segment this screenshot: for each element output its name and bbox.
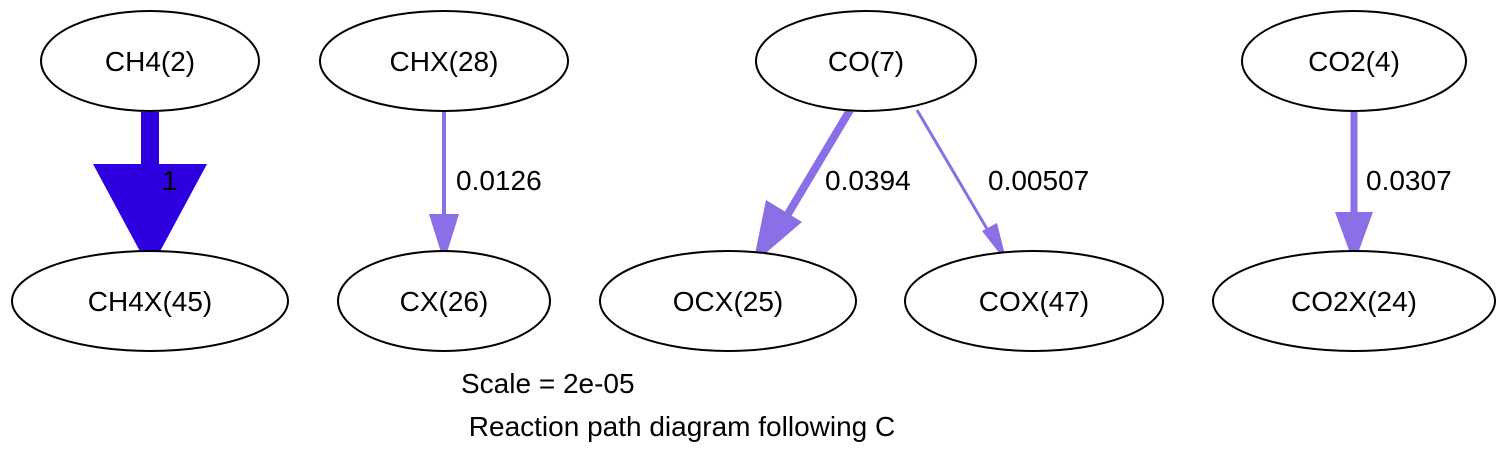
- edge-arrowhead: [429, 214, 459, 262]
- edge-ch4-to-ch4x: 1: [93, 112, 207, 270]
- edge-label-co2-co2x: 0.0307: [1366, 165, 1452, 196]
- diagram-title: Reaction path diagram following C: [461, 411, 895, 442]
- edge-label-ch4-ch4x: 1: [162, 165, 178, 196]
- edge-co-to-ocx: 0.0394: [753, 107, 911, 264]
- node-ellipse: [1212, 250, 1496, 352]
- node-ch4: CH4(2): [40, 10, 260, 112]
- node-label-co2: CO2(4): [1308, 46, 1400, 77]
- edge-chx-to-cx: 0.0126: [429, 112, 542, 262]
- node-ellipse: [319, 10, 569, 112]
- edge-co-to-cox: 0.00507: [915, 109, 1089, 263]
- node-label-cox: COX(47): [979, 286, 1089, 317]
- node-label-cx: CX(26): [400, 286, 489, 317]
- node-ellipse: [599, 250, 857, 352]
- node-ellipse: [337, 250, 551, 352]
- edge-line: [915, 109, 992, 235]
- edge-label-chx-cx: 0.0126: [456, 165, 542, 196]
- edge-arrowhead: [93, 164, 207, 270]
- node-label-ch4: CH4(2): [105, 46, 195, 77]
- node-ch4x: CH4X(45): [11, 250, 289, 352]
- node-co2: CO2(4): [1241, 10, 1467, 112]
- scale-caption: Scale = 2e-05: [461, 368, 635, 399]
- node-label-co2x: CO2X(24): [1291, 286, 1417, 317]
- edge-label-co-cox: 0.00507: [988, 165, 1089, 196]
- node-chx: CHX(28): [319, 10, 569, 112]
- node-ellipse: [11, 250, 289, 352]
- node-label-chx: CHX(28): [390, 46, 499, 77]
- node-ocx: OCX(25): [599, 250, 857, 352]
- edge-arrowhead: [753, 200, 802, 264]
- node-cx: CX(26): [337, 250, 551, 352]
- node-cox: COX(47): [904, 250, 1164, 352]
- node-label-co: CO(7): [828, 46, 904, 77]
- edge-line: [778, 107, 854, 227]
- edge-arrowhead: [1335, 212, 1373, 264]
- node-ellipse: [1241, 10, 1467, 112]
- edge-co2-to-co2x: 0.0307: [1335, 112, 1452, 264]
- node-ellipse: [755, 10, 977, 112]
- node-co: CO(7): [755, 10, 977, 112]
- node-label-ch4x: CH4X(45): [88, 286, 212, 317]
- node-ellipse: [40, 10, 260, 112]
- node-label-ocx: OCX(25): [673, 286, 783, 317]
- node-co2x: CO2X(24): [1212, 250, 1496, 352]
- node-ellipse: [904, 250, 1164, 352]
- edge-label-co-ocx: 0.0394: [825, 165, 911, 196]
